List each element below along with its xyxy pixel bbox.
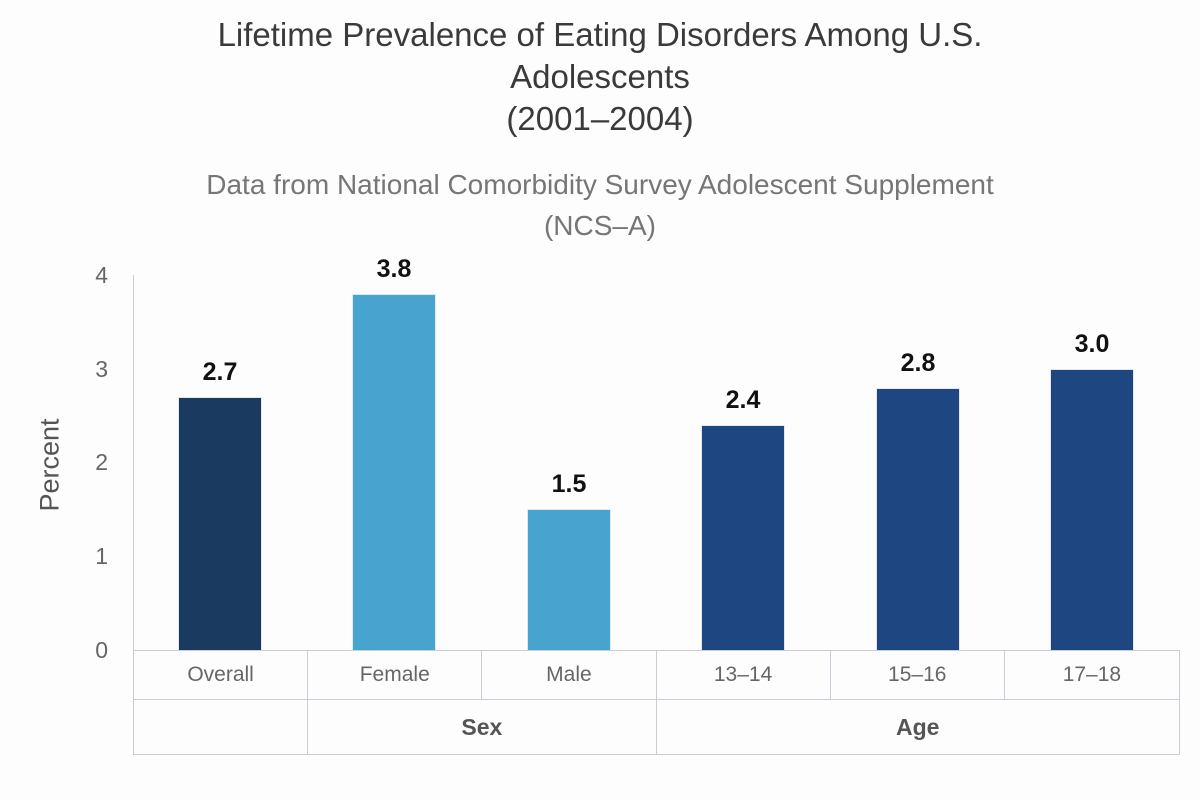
bar-value-label-female: 3.8 bbox=[376, 254, 412, 283]
category-label-overall: Overall bbox=[134, 651, 309, 700]
category-label-male: Male bbox=[482, 651, 657, 700]
chart-title-line-3: (2001–2004) bbox=[506, 100, 694, 137]
bar-rect-overall bbox=[178, 396, 262, 650]
x-axis-category-table: Overall Female Male 13–14 15–16 17–18 Se… bbox=[133, 650, 1180, 755]
bar-overall: 2.7 bbox=[133, 358, 307, 650]
bar-age-13-14: 2.4 bbox=[656, 386, 830, 650]
chart-title-line-2: Adolescents bbox=[510, 58, 690, 95]
category-label-female: Female bbox=[308, 651, 483, 700]
bar-rect-age-15-16 bbox=[876, 387, 960, 650]
y-tick-label-1: 1 bbox=[95, 543, 108, 569]
chart-title: Lifetime Prevalence of Eating Disorders … bbox=[0, 14, 1200, 140]
bar-rect-female bbox=[352, 293, 436, 650]
bar-value-label-13-14: 2.4 bbox=[725, 386, 761, 414]
bar-value-label-17-18: 3.0 bbox=[1074, 329, 1110, 358]
group-label-age: Age bbox=[896, 713, 940, 740]
bar-rect-male bbox=[527, 509, 611, 650]
bar-age-17-18: 3.0 bbox=[1005, 330, 1179, 650]
chart-subtitle: Data from National Comorbidity Survey Ad… bbox=[0, 164, 1200, 246]
chart-subtitle-line-1: Data from National Comorbidity Survey Ad… bbox=[206, 169, 994, 200]
category-label-15-16: 15–16 bbox=[830, 651, 1005, 700]
chart-subtitle-line-2: (NCS–A) bbox=[543, 210, 656, 241]
bar-male: 1.5 bbox=[482, 470, 656, 650]
bar-value-label-male: 1.5 bbox=[551, 470, 587, 499]
category-label-17-18: 17–18 bbox=[1004, 651, 1179, 700]
bar-rect-age-13-14 bbox=[701, 425, 785, 650]
group-cell-blank bbox=[134, 700, 309, 754]
group-label-sex: Sex bbox=[308, 700, 657, 754]
bar-value-label-overall: 2.7 bbox=[202, 357, 238, 386]
y-tick-label-3: 3 bbox=[95, 356, 108, 382]
bar-value-label-15-16: 2.8 bbox=[900, 348, 936, 377]
y-tick-label-4: 4 bbox=[95, 262, 108, 288]
y-tick-label-0: 0 bbox=[95, 637, 108, 663]
y-tick-label-2: 2 bbox=[95, 449, 108, 475]
bar-age-15-16: 2.8 bbox=[831, 349, 1005, 650]
bar-female: 3.8 bbox=[307, 255, 481, 650]
category-label-13-14: 13–14 bbox=[656, 651, 831, 700]
y-axis-line bbox=[133, 275, 134, 650]
chart-title-line-1: Lifetime Prevalence of Eating Disorders … bbox=[217, 16, 983, 53]
bar-rect-age-17-18 bbox=[1050, 368, 1134, 650]
